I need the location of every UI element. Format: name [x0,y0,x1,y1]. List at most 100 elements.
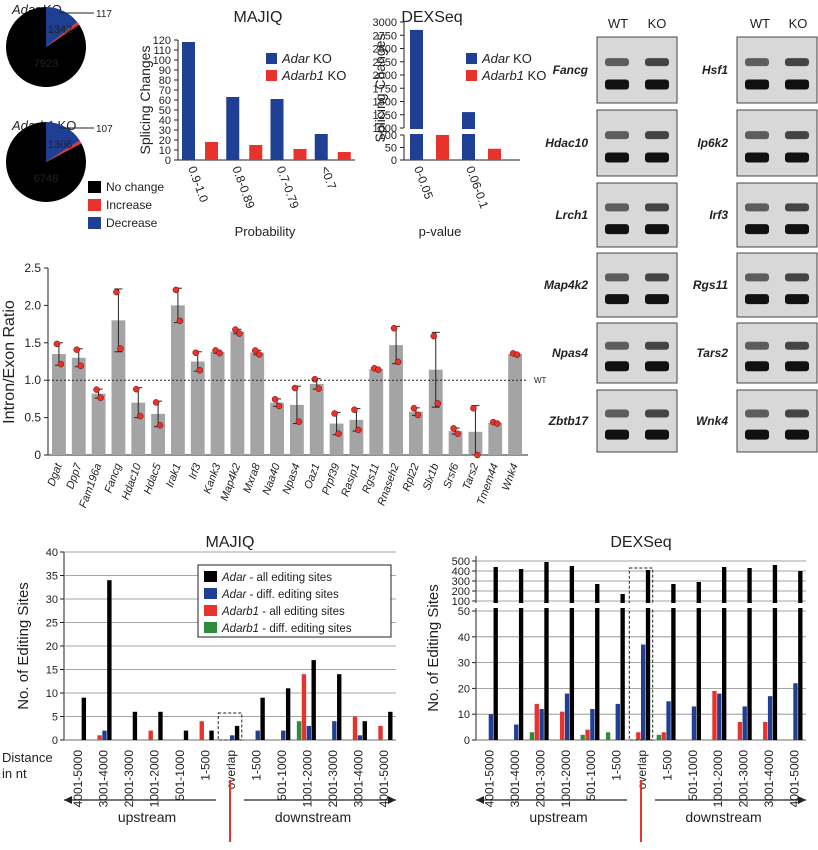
legend-swatch [266,53,277,64]
x-tick-label: Kank3 [201,461,223,495]
gel-band [645,152,669,163]
bar [230,331,245,455]
pie-legend-label: Decrease [106,216,158,230]
gel-panel: Zbtb17 [548,389,678,453]
gel-band [645,294,669,305]
overlap-tick-label: overlap [635,750,649,790]
gel-border [736,182,818,248]
gel-band [785,79,809,90]
legend-swatch [266,70,277,81]
gel-header-ko: KO [648,16,667,31]
bar [722,567,727,740]
bar [306,725,311,740]
gel-panel: Lrch1 [555,182,678,248]
x-tick-label: Wnk4 [500,462,521,493]
y-tick-label: 1750 [373,83,397,95]
y-tick-label: 100 [452,596,470,608]
y-tick-label: 2250 [373,57,397,69]
bar [260,697,265,740]
bar [311,660,316,740]
y-tick-label: 20 [159,135,171,147]
data-point [331,410,338,417]
y-tick-label: 20 [46,641,58,653]
x-tick-label: Fancg [103,461,125,495]
x-tick-label: 1001-2000 [147,750,161,808]
gel-image [737,323,817,383]
bar [71,357,86,455]
bar [661,732,666,740]
data-point [133,385,140,393]
gel-panel: Rgs11 [693,252,818,318]
x-axis-title-line2: in nt [2,766,27,781]
gel-image [597,183,677,247]
bar [148,730,153,740]
gel-band [745,224,769,235]
gel-band [745,131,769,140]
y-tick-label: 10 [46,688,58,700]
data-point [311,375,318,383]
data-point [513,351,521,358]
bar [767,696,773,740]
bar [534,703,539,740]
x-tick-label: 3001-4000 [96,750,110,808]
x-tick-label: 2001-3000 [737,750,751,808]
data-point [394,358,402,366]
gel-border [596,322,678,384]
bar [111,320,126,455]
y-tick-label: 110 [153,45,171,57]
data-point [450,425,457,432]
legend-label: Adarb1 KO [281,68,346,83]
bar [595,584,600,740]
y-tick-label: 1.0 [24,373,41,387]
x-tick-label: Rgs11 [360,462,382,495]
pie-label-increase: 107 [96,124,113,135]
data-point [117,345,124,352]
bar [742,706,747,740]
gene-suffix: - diff. editing sites [246,589,339,601]
arrow-head [64,796,72,804]
x-tick-label: 2001-3000 [326,750,340,808]
legend-swatch [204,571,217,582]
x-axis-label: p-value [419,224,462,239]
pie-slice [46,7,78,47]
data-point [252,347,259,354]
gel-band [605,341,629,350]
bar [250,352,265,455]
x-tick-label: 501-1000 [686,750,700,801]
x-tick-label: 4001-5000 [377,750,391,808]
data-point [192,349,199,356]
y-tick-label: 500 [452,556,470,568]
bar [747,568,752,740]
y-tick-label: 1000 [373,123,397,135]
y-tick-label: 2500 [373,44,397,56]
gel-band [605,131,629,140]
y-tick-label: 5 [52,712,58,724]
bar [389,345,403,455]
bar [52,354,66,455]
data-point [156,422,164,429]
data-point [232,326,239,333]
gel-border [736,252,818,318]
legend-label: Adar KO [281,51,332,66]
bar [717,693,722,740]
bar [544,562,549,740]
bar [737,721,743,740]
gel-band [745,409,769,418]
y-tick-label: 40 [458,632,470,644]
gel-band [645,131,669,140]
y-tick-label: 10 [159,145,171,157]
y-tick-label: 0 [464,735,470,747]
chart-title: MAJIQ [234,9,283,26]
bar [410,29,423,161]
x-axis-label: Probability [235,224,296,239]
pie-label-decrease: 1342 [48,24,72,36]
bar [666,701,671,740]
y-tick-label: 90 [159,65,171,77]
gel-band [645,79,669,90]
gene-suffix: - all editing sites [246,572,332,584]
axis-break [398,129,522,134]
legend-label: Adarb1 KO [481,68,546,83]
bar [205,142,218,160]
gel-band [745,361,769,372]
pie-slice [46,122,80,162]
